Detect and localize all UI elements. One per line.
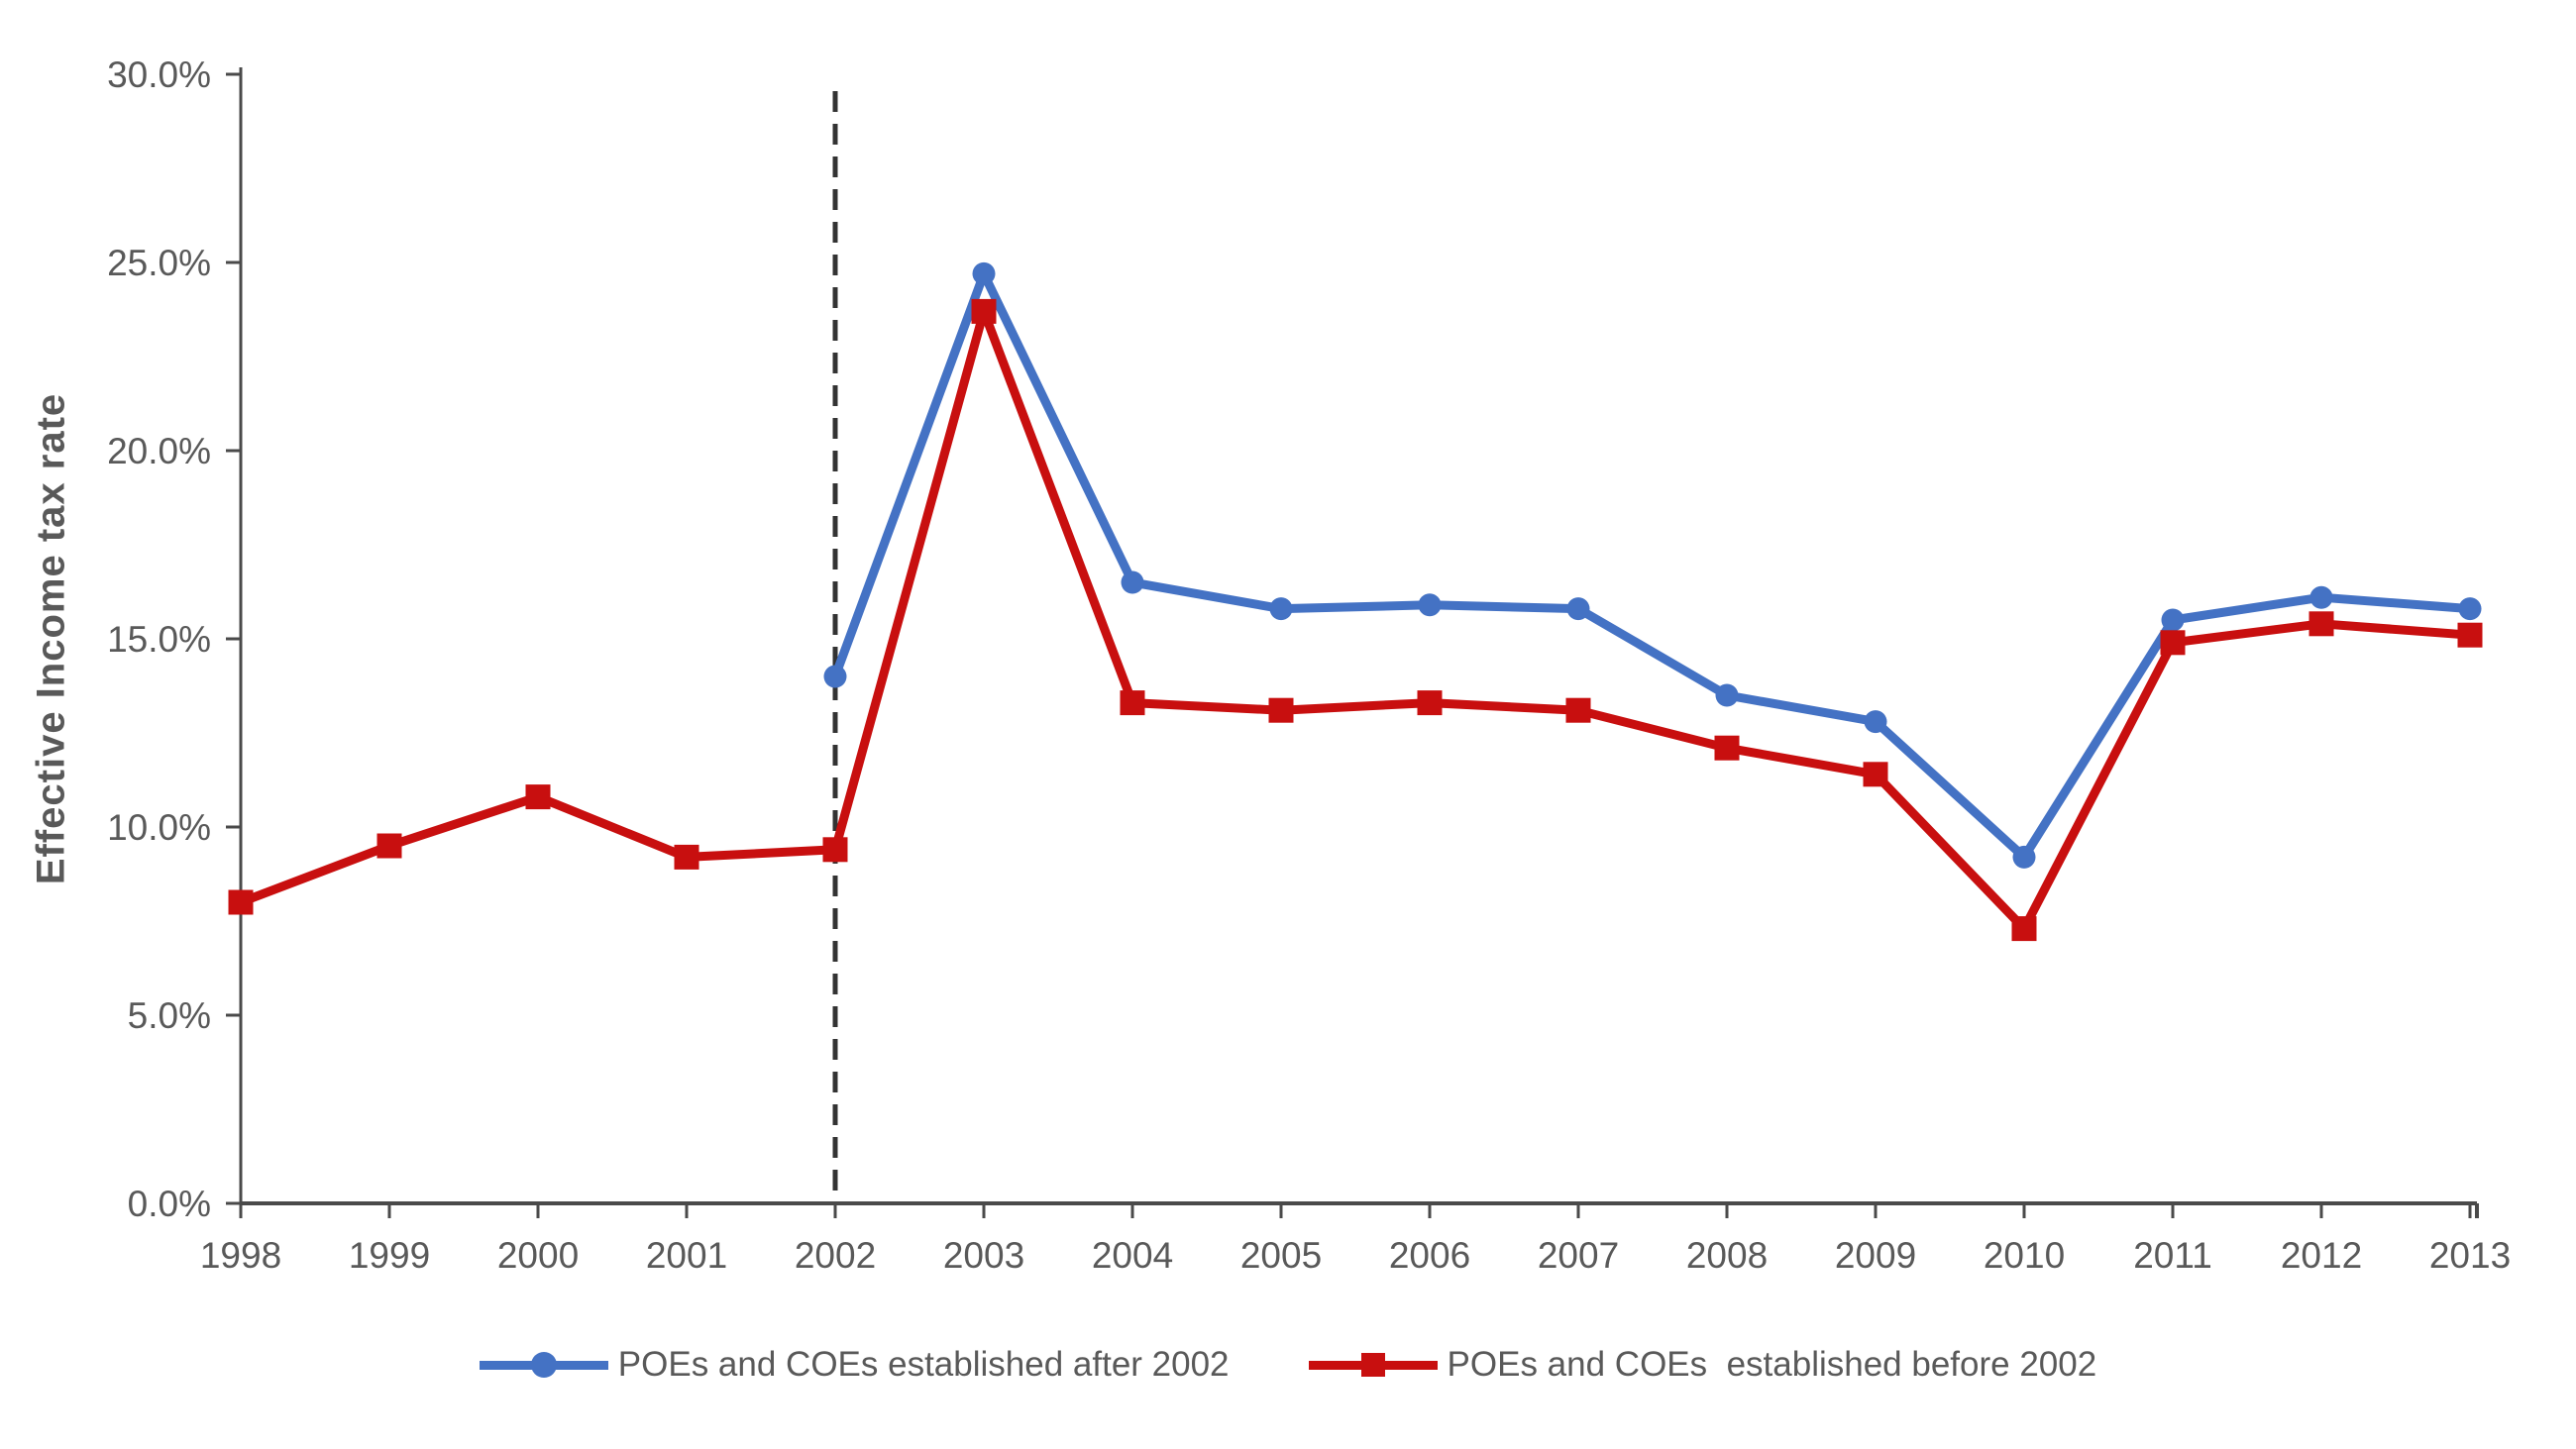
data-point-circle-after-2002 — [1269, 597, 1293, 621]
x-tick-label: 2000 — [497, 1235, 579, 1276]
x-tick-label: 2006 — [1389, 1235, 1470, 1276]
data-point-square-before-2002 — [525, 784, 551, 810]
data-point-square-before-2002 — [971, 298, 997, 324]
x-tick-label: 2005 — [1240, 1235, 1322, 1276]
x-tick-label: 1999 — [349, 1235, 430, 1276]
data-point-circle-after-2002 — [2161, 608, 2185, 632]
data-point-square-before-2002 — [1565, 697, 1591, 723]
data-point-square-before-2002 — [1417, 690, 1443, 716]
y-tick-label: 15.0% — [107, 619, 211, 660]
x-tick-label: 2002 — [795, 1235, 876, 1276]
data-point-circle-after-2002 — [1864, 710, 1887, 734]
y-tick-label: 30.0% — [107, 54, 211, 95]
series-line-before-2002 — [236, 306, 2475, 934]
data-point-square-before-2002 — [228, 889, 254, 915]
y-tick-label: 10.0% — [107, 807, 211, 848]
data-point-square-before-2002 — [1268, 697, 1294, 723]
x-tick-label: 2010 — [1984, 1235, 2065, 1276]
y-axis-title: Effective Income tax rate — [29, 392, 73, 885]
legend-label-after-2002: POEs and COEs established after 2002 — [617, 1345, 1230, 1384]
data-point-circle-after-2002 — [1715, 683, 1739, 707]
legend-swatch-before-2002 — [1308, 1353, 1438, 1377]
data-point-circle-after-2002 — [2012, 845, 2036, 869]
x-tick-label: 2012 — [2281, 1235, 2362, 1276]
data-point-circle-after-2002 — [2458, 597, 2482, 621]
y-tick-label: 25.0% — [107, 243, 211, 283]
legend-label-before-2002: POEs and COEs established before 2002 — [1447, 1345, 2097, 1384]
legend-swatch-after-2002 — [479, 1352, 608, 1378]
data-point-circle-after-2002 — [1566, 597, 1590, 621]
x-tick-label: 2009 — [1835, 1235, 1916, 1276]
series-line-after-2002 — [830, 268, 2475, 862]
data-point-circle-after-2002 — [1121, 570, 1144, 594]
y-tick-label: 5.0% — [128, 995, 211, 1036]
x-tick-label: 2004 — [1092, 1235, 1173, 1276]
legend-item-before-2002: POEs and COEs established before 2002 — [1308, 1345, 2097, 1385]
data-point-circle-after-2002 — [823, 665, 847, 688]
legend: POEs and COEs established after 2002 POE… — [0, 1345, 2576, 1385]
y-tick-label: 20.0% — [107, 431, 211, 471]
x-tick-label: 2003 — [943, 1235, 1024, 1276]
data-point-square-before-2002 — [1863, 762, 1888, 787]
x-tick-label: 2013 — [2429, 1235, 2511, 1276]
y-tick-label: 0.0% — [128, 1184, 211, 1224]
square-marker-icon — [1360, 1353, 1385, 1377]
data-point-square-before-2002 — [1120, 690, 1145, 716]
data-point-circle-after-2002 — [2309, 585, 2333, 609]
data-point-square-before-2002 — [2011, 916, 2037, 942]
data-point-square-before-2002 — [376, 833, 402, 859]
x-tick-label: 2008 — [1686, 1235, 1768, 1276]
data-point-circle-after-2002 — [972, 261, 996, 285]
data-point-square-before-2002 — [2160, 630, 2186, 656]
x-tick-label: 2007 — [1538, 1235, 1619, 1276]
data-point-circle-after-2002 — [1418, 593, 1442, 617]
legend-item-after-2002: POEs and COEs established after 2002 — [479, 1345, 1230, 1385]
x-tick-label: 2001 — [646, 1235, 727, 1276]
x-tick-label: 2011 — [2133, 1235, 2212, 1276]
circle-marker-icon — [530, 1352, 557, 1378]
data-point-square-before-2002 — [822, 837, 848, 863]
data-point-square-before-2002 — [2457, 622, 2483, 648]
data-point-square-before-2002 — [674, 844, 699, 870]
data-point-square-before-2002 — [1714, 735, 1740, 761]
data-point-square-before-2002 — [2308, 611, 2334, 637]
x-tick-label: 1998 — [200, 1235, 281, 1276]
